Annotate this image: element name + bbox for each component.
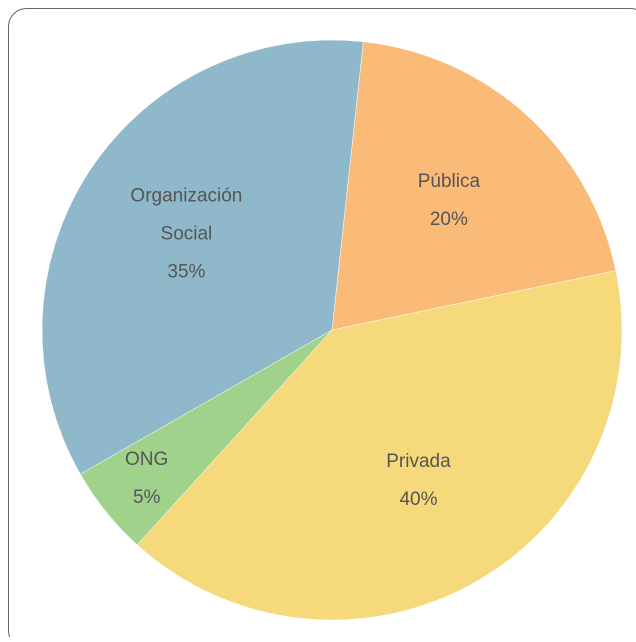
slice-label: Pública [418, 171, 481, 192]
slice-label: Privada [386, 451, 451, 472]
slice-label-line: Organización [130, 186, 242, 207]
slice-value-label: 20% [430, 209, 468, 230]
slice-label: ONG [125, 449, 168, 470]
slice-value-label: 35% [167, 262, 205, 283]
slice-value-label: 40% [399, 489, 437, 510]
slice-label-line: Social [161, 224, 213, 245]
slice-label-line: Privada [386, 451, 451, 472]
slice-value-label: 5% [133, 487, 161, 508]
slice-label-line: Pública [418, 171, 481, 192]
slice-label-line: ONG [125, 449, 168, 470]
